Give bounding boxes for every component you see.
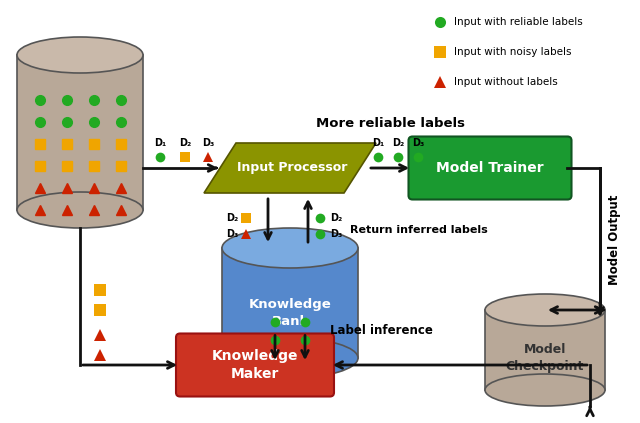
Text: Input without labels: Input without labels <box>454 77 557 87</box>
Text: Label inference: Label inference <box>330 324 433 337</box>
Text: More reliable labels: More reliable labels <box>316 117 465 130</box>
Text: D₁: D₁ <box>154 138 166 148</box>
Polygon shape <box>204 143 376 193</box>
FancyBboxPatch shape <box>176 333 334 396</box>
Text: Model Output: Model Output <box>608 195 621 285</box>
Text: D₂: D₂ <box>330 213 342 223</box>
Ellipse shape <box>222 228 358 268</box>
Text: Input with reliable labels: Input with reliable labels <box>454 17 583 27</box>
Text: D₂: D₂ <box>179 138 191 148</box>
Text: D₃: D₃ <box>202 138 214 148</box>
Text: Knowledge
Maker: Knowledge Maker <box>212 349 298 381</box>
Text: D₁: D₁ <box>372 138 384 148</box>
Text: Input with noisy labels: Input with noisy labels <box>454 47 572 57</box>
Ellipse shape <box>222 338 358 378</box>
Ellipse shape <box>17 37 143 73</box>
Text: Return inferred labels: Return inferred labels <box>350 225 488 235</box>
FancyBboxPatch shape <box>408 137 572 200</box>
Text: D₃: D₃ <box>226 229 238 239</box>
Text: Model Trainer: Model Trainer <box>436 161 544 175</box>
Text: Model
Checkpoint: Model Checkpoint <box>506 343 584 373</box>
Ellipse shape <box>17 192 143 228</box>
Text: D₃: D₃ <box>412 138 424 148</box>
Text: Knowledge
Bank: Knowledge Bank <box>248 298 332 328</box>
Ellipse shape <box>485 294 605 326</box>
Text: Input Processor: Input Processor <box>237 162 347 175</box>
Text: D₃: D₃ <box>330 229 342 239</box>
Text: D₂: D₂ <box>392 138 404 148</box>
Ellipse shape <box>485 374 605 406</box>
Text: D₂: D₂ <box>226 213 238 223</box>
FancyBboxPatch shape <box>485 310 605 390</box>
FancyBboxPatch shape <box>222 248 358 358</box>
FancyBboxPatch shape <box>17 55 143 210</box>
